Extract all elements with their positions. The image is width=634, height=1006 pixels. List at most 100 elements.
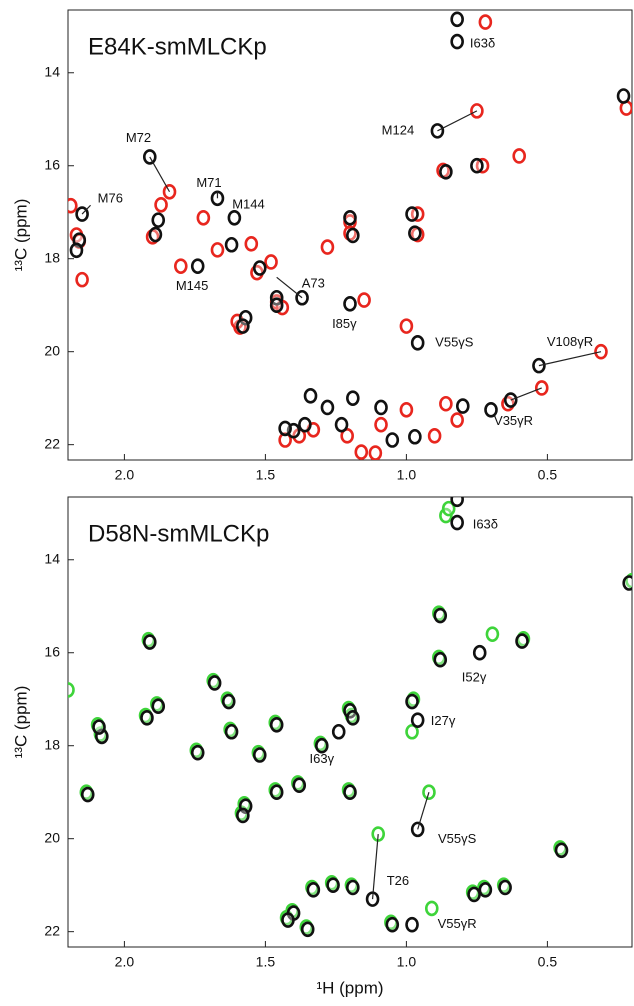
peak (343, 209, 357, 226)
peak (385, 432, 400, 448)
peak (68, 682, 75, 698)
peak (472, 644, 487, 661)
peak (154, 196, 168, 213)
peak (269, 784, 284, 800)
peak (224, 723, 239, 740)
peak (140, 710, 154, 726)
leader-line (510, 387, 542, 401)
peak (278, 432, 292, 448)
peak (210, 242, 225, 258)
peak (151, 212, 166, 228)
peaks (68, 497, 632, 938)
y-tick-label: 16 (44, 156, 60, 172)
peak (190, 258, 205, 274)
y-tick-label: 14 (44, 63, 60, 79)
peak-label: T26 (387, 873, 409, 888)
y-tick-label: 18 (44, 249, 60, 265)
peak-label: I85γ (332, 316, 357, 331)
y-tick-label: 20 (44, 342, 60, 358)
peak (264, 254, 278, 270)
peak-label: I27γ (431, 713, 456, 728)
peak (405, 916, 419, 933)
peak (357, 292, 371, 308)
peak (346, 390, 360, 406)
peak (343, 784, 357, 800)
panel: I63δ I52γ I27γ I63γ V55γS T26 V55γR 14 16 18 20 22 2… (11, 496, 633, 997)
peak (236, 807, 250, 824)
peak (424, 900, 439, 917)
peak (236, 318, 250, 334)
peak (405, 693, 419, 710)
peak (269, 297, 284, 313)
peak (427, 428, 442, 444)
peak (622, 575, 632, 591)
peak (399, 401, 414, 418)
peak (498, 879, 512, 896)
peak (515, 633, 529, 649)
peak (450, 497, 464, 508)
leader-line (371, 833, 379, 900)
peak (478, 882, 493, 898)
x-tick-label: 0.5 (538, 467, 558, 483)
peak (470, 157, 484, 174)
peak-label: M144 (232, 197, 265, 212)
x-tick-label: 1.0 (397, 467, 417, 483)
peak (300, 921, 315, 938)
panel-title: E84K-smMLCKp (88, 33, 267, 60)
peak (148, 226, 163, 243)
peak (92, 719, 106, 735)
peak (326, 877, 340, 893)
peak (439, 163, 453, 180)
peak (340, 428, 354, 444)
peak (554, 842, 569, 859)
x-tick-label: 1.5 (256, 467, 276, 483)
peak (278, 420, 292, 437)
peak-label: V35γR (494, 413, 533, 428)
peak (224, 236, 239, 253)
peak (69, 242, 84, 259)
y-tick-label: 22 (44, 435, 60, 451)
peak (616, 88, 631, 104)
peak-label: I52γ (462, 670, 487, 685)
peak (252, 747, 267, 763)
x-tick-label: 0.5 (538, 954, 558, 970)
peak (405, 723, 419, 740)
peak (196, 209, 211, 226)
peak (320, 399, 335, 416)
peak (441, 500, 456, 517)
peak (68, 197, 78, 214)
peak (368, 445, 383, 460)
peak (227, 209, 242, 226)
peak-label: V55γS (438, 831, 477, 846)
peak (303, 388, 318, 404)
leader-line (417, 792, 430, 830)
peak-label: I63γ (310, 751, 335, 766)
peak (142, 634, 157, 650)
peak (252, 260, 267, 276)
peak (207, 675, 222, 691)
y-axis-label: ¹³C (ppm) (11, 686, 30, 759)
peak (374, 416, 388, 433)
y-tick-label: 20 (44, 829, 60, 845)
peak (190, 744, 205, 761)
peak (244, 236, 259, 252)
peak (450, 514, 464, 531)
peak (408, 428, 422, 445)
leader-line (538, 351, 602, 367)
peak (439, 395, 453, 412)
peak (410, 712, 425, 728)
peak (75, 271, 89, 288)
y-tick-label: 16 (44, 643, 60, 659)
peak (433, 651, 448, 668)
y-tick-label: 22 (44, 922, 60, 938)
peak (269, 716, 284, 733)
peak-label: I63δ (470, 35, 495, 50)
peak (343, 296, 357, 312)
peak-label: V55γS (435, 334, 474, 349)
peak (174, 258, 188, 274)
peak (292, 777, 307, 794)
peak (512, 148, 527, 164)
peak (399, 318, 414, 334)
